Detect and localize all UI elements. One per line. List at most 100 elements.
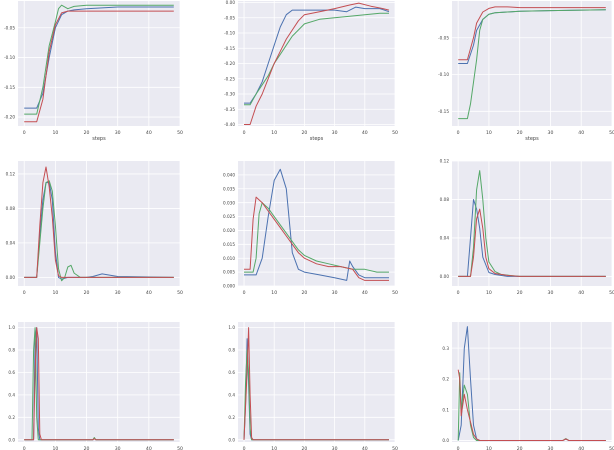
y-tick-label: 0.005 [223,270,235,275]
series-line-blue [24,182,174,280]
x-axis-label: steps [525,136,539,142]
plot-area [452,1,612,126]
y-tick-label: -0.05 [438,35,449,40]
y-tick-label: 0.0 [8,437,15,442]
y-tick-label: -0.20 [224,61,235,66]
x-axis-label: steps [310,136,324,142]
x-tick-label: 30 [332,130,338,136]
x-tick-label: 40 [578,446,584,450]
x-tick-label: 30 [332,290,338,296]
x-tick-label: 50 [177,130,183,136]
series-line-blue [458,199,606,277]
series-line-red [243,327,389,441]
series-line-red [24,10,174,123]
x-tick-label: 20 [517,446,523,450]
x-tick-label: 20 [84,130,90,136]
x-tick-label: 0 [457,290,460,296]
y-tick-label: 0.000 [223,284,235,289]
y-tick-label: 0.1 [442,407,449,412]
series-line-red [244,196,389,281]
plot-area [238,161,395,286]
subplot-3: 0 10 20 30 40 50 -0.15 -0.10 -0.05 steps [438,1,614,142]
y-tick-label: 0.015 [223,242,235,247]
plot-area [238,322,395,442]
plot-area [18,1,180,126]
series-line-red [458,208,606,277]
x-tick-label: 40 [362,290,368,296]
subplot-5: 0 10 20 30 40 50 0.000 0.005 0.010 0.015 0.020 0.02… [223,161,398,296]
x-tick-label: 20 [517,130,523,136]
x-tick-label: 50 [392,130,398,136]
subplot-4: 0 10 20 30 40 50 0.00 0.04 0.08 0.12 [6,161,183,296]
y-tick-label: -0.40 [224,122,235,127]
x-tick-label: 50 [392,446,398,450]
y-tick-label: 0.0 [442,438,449,443]
series-line-blue [244,168,389,281]
y-tick-label: 0.0 [228,437,235,442]
y-tick-label: 0.00 [440,274,450,279]
x-tick-label: 40 [362,130,368,136]
y-tick-label: -0.30 [224,92,235,97]
subplot-1: 0 10 20 30 40 50 -0.20 -0.15 -0.10 -0.05 steps [4,1,183,142]
y-tick-label: 0.08 [6,206,16,211]
x-tick-label: 50 [177,446,183,450]
subplot-8: 0 10 20 30 40 50 0.0 0.2 0.4 0.6 0.8 1.0 [228,322,398,450]
y-tick-label: 0.04 [6,240,16,245]
y-tick-label: 0.2 [228,415,235,420]
x-tick-label: 30 [115,290,121,296]
x-tick-label: 50 [609,290,614,296]
x-tick-label: 20 [517,290,523,296]
y-tick-label: 0.6 [228,370,235,375]
y-tick-label: 0.025 [223,214,235,219]
x-tick-label: 20 [301,130,307,136]
x-tick-label: 30 [548,130,554,136]
x-tick-label: 0 [243,130,246,136]
x-tick-label: 50 [609,130,614,136]
y-tick-label: 0.030 [223,200,235,205]
x-tick-label: 40 [362,446,368,450]
plot-area [452,322,612,442]
x-tick-label: 20 [301,290,307,296]
x-tick-label: 50 [392,290,398,296]
y-tick-label: 0.2 [442,377,449,382]
x-tick-label: 10 [52,130,58,136]
y-tick-label: 0.12 [6,172,16,177]
y-tick-label: -0.05 [4,25,15,30]
x-tick-label: 10 [486,130,492,136]
series-line-red [244,2,390,125]
x-tick-label: 10 [271,446,277,450]
series-line-red [458,6,606,61]
plot-area [18,322,180,442]
series-line-green [24,327,174,441]
series-line-green [24,4,174,115]
x-tick-label: 10 [486,446,492,450]
x-tick-label: 50 [609,446,614,450]
x-tick-label: 20 [301,446,307,450]
y-tick-label: 0.035 [223,186,235,191]
x-tick-label: 0 [23,130,26,136]
y-tick-label: -0.05 [224,15,235,20]
series-line-red [457,369,606,441]
y-tick-label: -0.15 [4,85,15,90]
y-tick-label: 0.08 [440,197,450,202]
x-tick-label: 0 [23,290,26,296]
x-tick-label: 0 [23,446,26,450]
y-tick-label: 0.010 [223,256,235,261]
x-tick-label: 40 [146,446,152,450]
y-tick-label: -0.15 [438,109,449,114]
x-tick-label: 10 [52,446,58,450]
y-tick-label: -0.25 [224,76,235,81]
series-line-green [244,12,389,106]
y-tick-label: 0.00 [6,275,16,280]
x-axis-label: steps [92,136,106,142]
series-line-red [24,166,174,278]
y-tick-label: -0.15 [224,46,235,51]
y-tick-label: -0.35 [224,107,235,112]
y-tick-label: 0.4 [8,392,15,397]
y-tick-label: 0.12 [440,159,450,164]
y-tick-label: 0.4 [228,392,235,397]
x-tick-label: 40 [146,130,152,136]
x-tick-label: 0 [243,446,246,450]
y-tick-label: 0.020 [223,228,235,233]
x-tick-label: 0 [457,446,460,450]
